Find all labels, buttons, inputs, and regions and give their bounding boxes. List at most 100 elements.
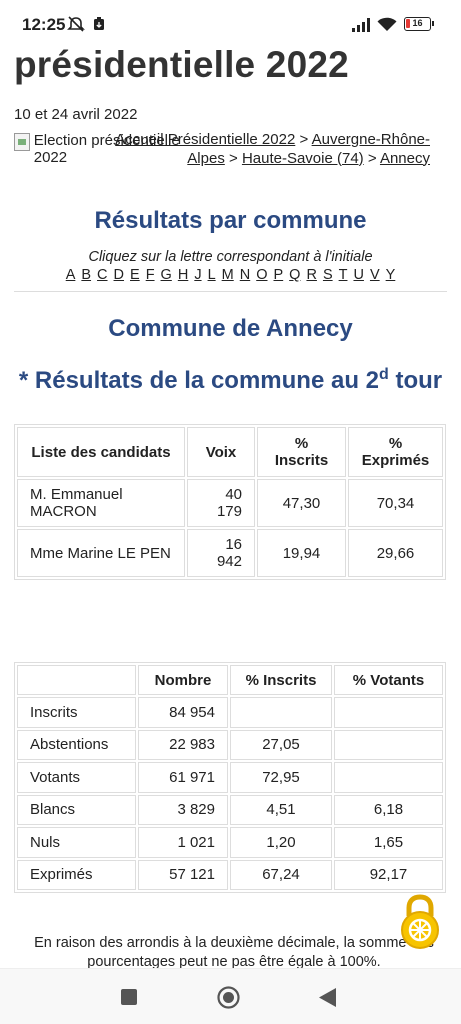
letter-link-r[interactable]: R	[306, 267, 317, 283]
status-bar: 12:25 16	[0, 0, 461, 46]
mute-icon	[67, 16, 85, 32]
table-row: Exprimés 57 121 67,24 92,17	[17, 859, 443, 890]
letter-link-o[interactable]: O	[256, 267, 268, 283]
letter-link-v[interactable]: V	[369, 267, 380, 283]
breadcrumb-home-link[interactable]: Accueil Présidentielle 2022	[115, 131, 296, 148]
candidate-name: Mme Marine LE PEN	[17, 529, 185, 577]
stat-nombre: 22 983	[138, 729, 228, 760]
tour-title-suffix: tour	[388, 367, 443, 394]
battery-icon: 16	[404, 17, 434, 31]
candidate-votes: 16 942	[187, 529, 255, 577]
stat-label: Exprimés	[17, 859, 136, 890]
table-header-row: Nombre % Inscrits % Votants	[17, 665, 443, 695]
candidate-pct-exprimes: 29,66	[348, 529, 443, 577]
stat-votants	[334, 729, 443, 760]
candidate-pct-inscrits: 19,94	[257, 529, 346, 577]
table-row: Mme Marine LE PEN 16 942 19,94 29,66	[17, 529, 443, 577]
letter-link-e[interactable]: E	[130, 267, 140, 283]
candidates-table: Liste des candidats Voix % Inscrits % Expr…	[14, 424, 446, 580]
breadcrumb: Accueil Présidentielle 2022 > Auvergne-R…	[100, 131, 430, 168]
column-header: % Inscrits	[257, 427, 346, 477]
column-header	[17, 665, 136, 695]
table-row: Votants 61 971 72,95	[17, 762, 443, 793]
stat-nombre: 57 121	[138, 859, 228, 890]
candidate-votes: 40 179	[187, 479, 255, 527]
banner-image: Election présidentielle 2022	[14, 132, 214, 166]
letter-link-g[interactable]: G	[160, 267, 172, 283]
table-row: M. Emmanuel MACRON 40 179 47,30 70,34	[17, 479, 443, 527]
column-header: % Exprimés	[348, 427, 443, 477]
stat-inscrits: 67,24	[230, 859, 332, 890]
letter-link-d[interactable]: D	[113, 267, 125, 283]
table-header-row: Liste des candidats Voix % Inscrits % Expr…	[17, 427, 443, 477]
stat-nombre: 61 971	[138, 762, 228, 793]
letter-link-n[interactable]: N	[239, 267, 251, 283]
letter-link-s[interactable]: S	[322, 267, 333, 283]
letter-link-t[interactable]: T	[338, 267, 348, 283]
column-header: Liste des candidats	[17, 427, 185, 477]
back-button[interactable]	[319, 988, 336, 1007]
tour-title-sup: d	[379, 366, 389, 383]
letter-link-l[interactable]: L	[207, 267, 216, 283]
letter-link-u[interactable]: U	[353, 267, 364, 283]
table-row: Abstentions 22 983 27,05	[17, 729, 443, 760]
letter-link-h[interactable]: H	[177, 267, 189, 283]
stats-table: Nombre % Inscrits % Votants Inscrits 84 9…	[14, 662, 446, 893]
stat-nombre: 3 829	[138, 794, 228, 825]
stat-label: Nuls	[17, 827, 136, 858]
stat-label: Votants	[17, 762, 136, 793]
stat-votants: 1,65	[334, 827, 443, 858]
breadcrumb-department-link[interactable]: Haute-Savoie (74)	[241, 149, 364, 167]
recents-button[interactable]	[121, 989, 137, 1005]
commune-title: Commune de Annecy	[108, 315, 353, 342]
table-row: Blancs 3 829 4,51 6,18	[17, 794, 443, 825]
wifi-icon	[377, 17, 397, 31]
candidate-name: M. Emmanuel MACRON	[17, 479, 185, 527]
download-icon	[94, 17, 104, 30]
navigation-bar	[0, 968, 461, 1024]
battery-level: 16	[412, 18, 423, 28]
divider	[14, 291, 447, 292]
letter-link-j[interactable]: J	[194, 267, 202, 283]
column-header: % Votants	[334, 665, 443, 695]
home-button[interactable]	[217, 986, 240, 1009]
table-row: Inscrits 84 954	[17, 697, 443, 728]
stat-label: Abstentions	[17, 729, 136, 760]
broken-image-icon	[14, 133, 30, 151]
stat-inscrits: 27,05	[230, 729, 332, 760]
results-section-title: Résultats par commune	[94, 207, 367, 234]
stat-inscrits: 1,20	[230, 827, 332, 858]
stat-label: Blancs	[17, 794, 136, 825]
stat-votants	[334, 697, 443, 728]
page-title: présidentielle 2022	[14, 44, 349, 85]
breadcrumb-commune-link[interactable]: Annecy	[379, 149, 430, 167]
signal-icon	[352, 18, 370, 32]
letter-link-f[interactable]: F	[145, 267, 155, 283]
letter-link-y[interactable]: Y	[385, 267, 396, 283]
breadcrumb-separator: >	[229, 149, 238, 167]
breadcrumb-region-link[interactable]: Auvergne-Rhône-Alpes	[187, 131, 430, 167]
letter-link-p[interactable]: P	[273, 267, 284, 283]
lock-icon[interactable]	[399, 894, 441, 950]
column-header: Nombre	[138, 665, 228, 695]
tour-title: * Résultats de la commune au 2d tour	[0, 366, 461, 395]
column-header: % Inscrits	[230, 665, 332, 695]
stat-votants	[334, 762, 443, 793]
footnote: En raison des arrondis à la deuxième déc…	[34, 935, 434, 970]
breadcrumb-separator: >	[299, 131, 309, 148]
letter-link-q[interactable]: Q	[289, 267, 301, 283]
letter-link-c[interactable]: C	[97, 267, 108, 283]
stat-votants: 6,18	[334, 794, 443, 825]
status-time: 12:25	[22, 15, 66, 34]
column-header: Voix	[187, 427, 255, 477]
candidate-pct-exprimes: 70,34	[348, 479, 443, 527]
letter-link-m[interactable]: M	[221, 267, 234, 283]
letter-link-b[interactable]: B	[81, 267, 92, 283]
breadcrumb-separator: >	[367, 149, 377, 167]
stat-nombre: 1 021	[138, 827, 228, 858]
banner-alt-text: Election présidentielle 2022	[33, 132, 180, 166]
letter-link-a[interactable]: A	[65, 267, 76, 283]
candidate-pct-inscrits: 47,30	[257, 479, 346, 527]
tour-title-prefix: * Résultats de la commune au 2	[18, 367, 379, 394]
